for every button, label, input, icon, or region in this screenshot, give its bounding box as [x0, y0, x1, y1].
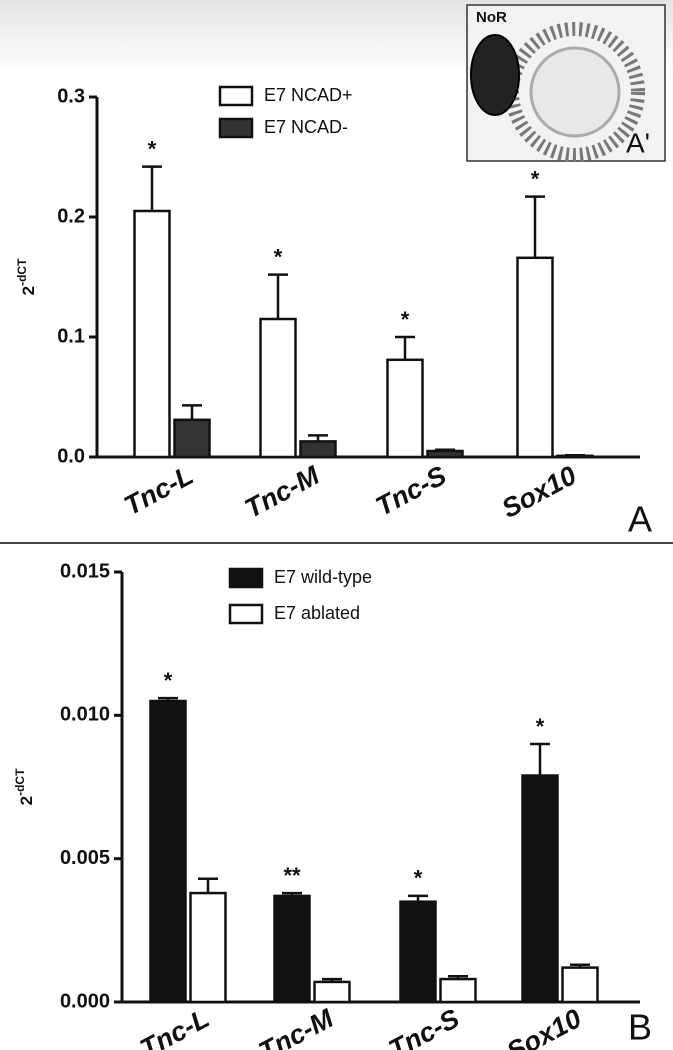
error-bar	[198, 877, 218, 894]
significance-marker: *	[531, 166, 540, 191]
x-tick-label: Tnc-S	[371, 460, 451, 522]
error-bar	[570, 963, 590, 968]
bar	[439, 977, 477, 1004]
error-bar	[525, 195, 545, 258]
legend-swatch	[218, 85, 254, 107]
x-tick-label: Tnc-M	[254, 1003, 339, 1050]
error-bar	[308, 434, 328, 442]
x-tick-label: Sox10	[502, 1003, 586, 1050]
y-tick-label: 0.3	[57, 85, 85, 107]
y-tick-label: 0.1	[57, 325, 85, 347]
legend-swatch	[228, 567, 264, 589]
significance-marker: *	[148, 136, 157, 161]
y-axis-label-exponent: -dCT	[15, 258, 29, 286]
panel-label: A	[628, 499, 652, 540]
bar	[521, 774, 559, 1004]
error-bar	[435, 448, 455, 452]
bar	[516, 256, 554, 459]
bar	[426, 449, 464, 459]
error-bar	[142, 165, 162, 211]
error-bar	[395, 335, 415, 360]
y-tick-label: 0.015	[60, 560, 110, 582]
x-tick-label: Tnc-M	[240, 460, 325, 524]
bar	[173, 418, 211, 459]
y-axis-label-exponent: -dCT	[13, 768, 27, 796]
bar	[149, 699, 187, 1004]
y-tick-label: 0.010	[60, 704, 110, 726]
y-axis-label-base: 2	[19, 286, 38, 295]
error-bar	[448, 974, 468, 980]
y-tick-label: 0.0	[57, 445, 85, 467]
significance-marker: **	[283, 863, 301, 888]
error-bar	[182, 404, 202, 420]
x-tick-label: Sox10	[497, 460, 581, 524]
error-bar	[282, 891, 302, 896]
y-tick-label: 0.2	[57, 205, 85, 227]
bar	[399, 900, 437, 1004]
bar	[561, 966, 599, 1004]
significance-marker: *	[414, 866, 423, 891]
inset-panel-label: A'	[626, 127, 650, 158]
bar	[299, 440, 337, 459]
legend-label: E7 ablated	[274, 603, 360, 623]
bar	[313, 980, 351, 1004]
inset-nerve	[470, 34, 520, 116]
bar	[133, 209, 171, 459]
panel-label: B	[628, 1007, 652, 1048]
bar	[386, 358, 424, 459]
x-tick-label: Tnc-L	[119, 460, 198, 521]
bar	[189, 891, 227, 1004]
bar	[259, 317, 297, 459]
significance-marker: *	[536, 714, 545, 739]
error-bar	[530, 742, 550, 776]
x-tick-label: Tnc-S	[384, 1003, 464, 1050]
inset-image: NoR A'	[466, 4, 666, 162]
error-bar	[158, 696, 178, 701]
error-bar	[408, 894, 428, 902]
chart: 0.000 0.005 0.010 0.015 2-dCT * Tnc-L ** Tnc-M * T…	[13, 560, 652, 1050]
significance-marker: *	[164, 668, 173, 693]
inset-vessel-lumen	[529, 46, 621, 138]
significance-marker: *	[274, 244, 283, 269]
legend-label: E7 wild-type	[274, 567, 372, 587]
significance-marker: *	[401, 307, 410, 332]
y-tick-label: 0.005	[60, 847, 110, 869]
y-tick-label: 0.000	[60, 990, 110, 1012]
error-bar	[268, 273, 288, 319]
y-axis-label: 2-dCT	[13, 768, 36, 805]
inset-label: NoR	[476, 9, 507, 26]
bar	[273, 894, 311, 1004]
legend-label: E7 NCAD-	[264, 117, 348, 137]
x-tick-label: Tnc-L	[135, 1003, 214, 1050]
legend-swatch	[218, 117, 254, 139]
legend-label: E7 NCAD+	[264, 85, 353, 105]
y-axis-label: 2-dCT	[15, 258, 38, 295]
y-axis-label-base: 2	[17, 796, 36, 805]
error-bar	[565, 453, 585, 457]
legend-swatch	[228, 603, 264, 625]
error-bar	[322, 977, 342, 982]
